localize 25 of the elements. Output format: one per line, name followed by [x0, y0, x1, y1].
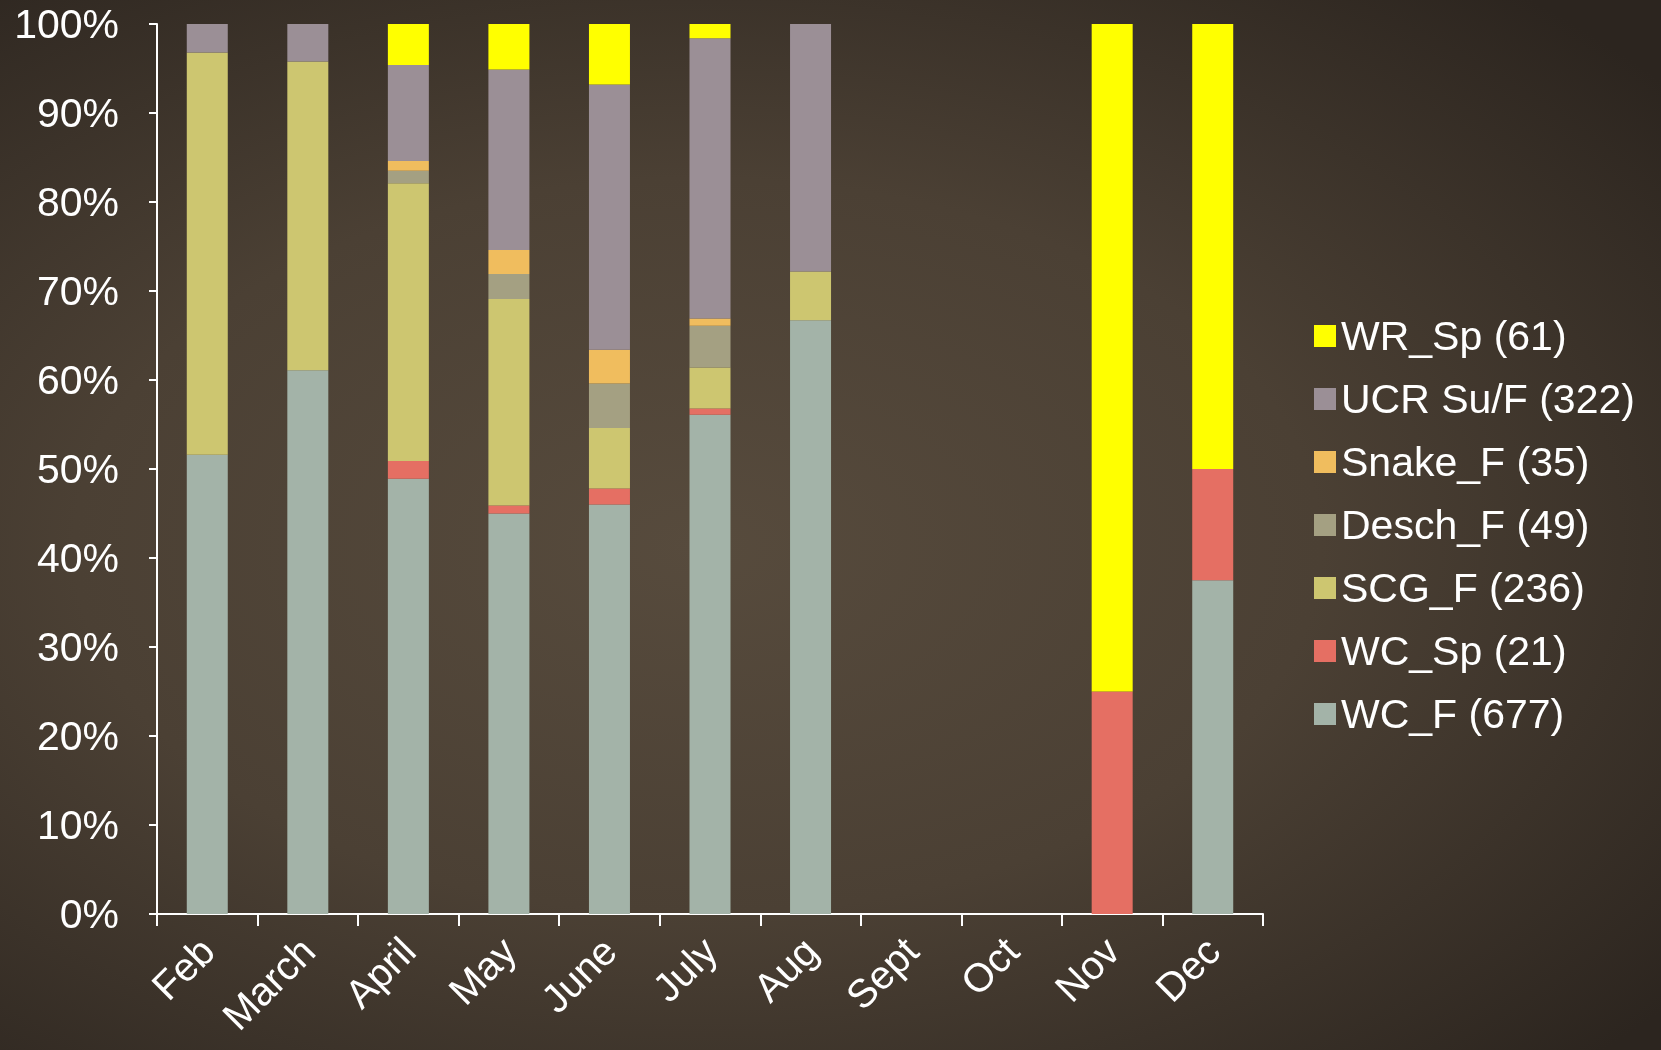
x-tick-label: Nov [1046, 928, 1128, 1010]
y-tick-label: 0% [59, 891, 119, 937]
legend-label: Desch_F (49) [1341, 502, 1590, 548]
y-tick-label: 40% [36, 535, 119, 581]
x-tick-label: Dec [1146, 928, 1229, 1010]
x-tick-label: Oct [952, 928, 1028, 1004]
legend-label: SCG_F (236) [1341, 565, 1585, 611]
x-tick-label: July [644, 928, 726, 1010]
x-tick-label: Feb [142, 928, 223, 1009]
y-tick-label: 80% [36, 179, 119, 225]
y-tick-label: 60% [36, 357, 119, 403]
legend-label: UCR Su/F (322) [1341, 376, 1635, 422]
legend-label: WC_Sp (21) [1341, 628, 1567, 674]
y-tick-label: 30% [36, 624, 119, 670]
y-tick-label: 10% [36, 802, 119, 848]
y-tick-label: 90% [36, 90, 119, 136]
y-tick-label: 70% [36, 268, 119, 314]
x-tick-label: May [439, 928, 525, 1013]
legend-label: WC_F (677) [1341, 691, 1565, 737]
legend-label: Snake_F (35) [1341, 439, 1590, 485]
y-tick-label: 100% [14, 1, 119, 47]
y-tick-label: 50% [36, 446, 119, 492]
legend-label: WR_Sp (61) [1341, 313, 1567, 359]
y-tick-label: 20% [36, 713, 119, 759]
x-tick-label: Aug [744, 928, 827, 1010]
